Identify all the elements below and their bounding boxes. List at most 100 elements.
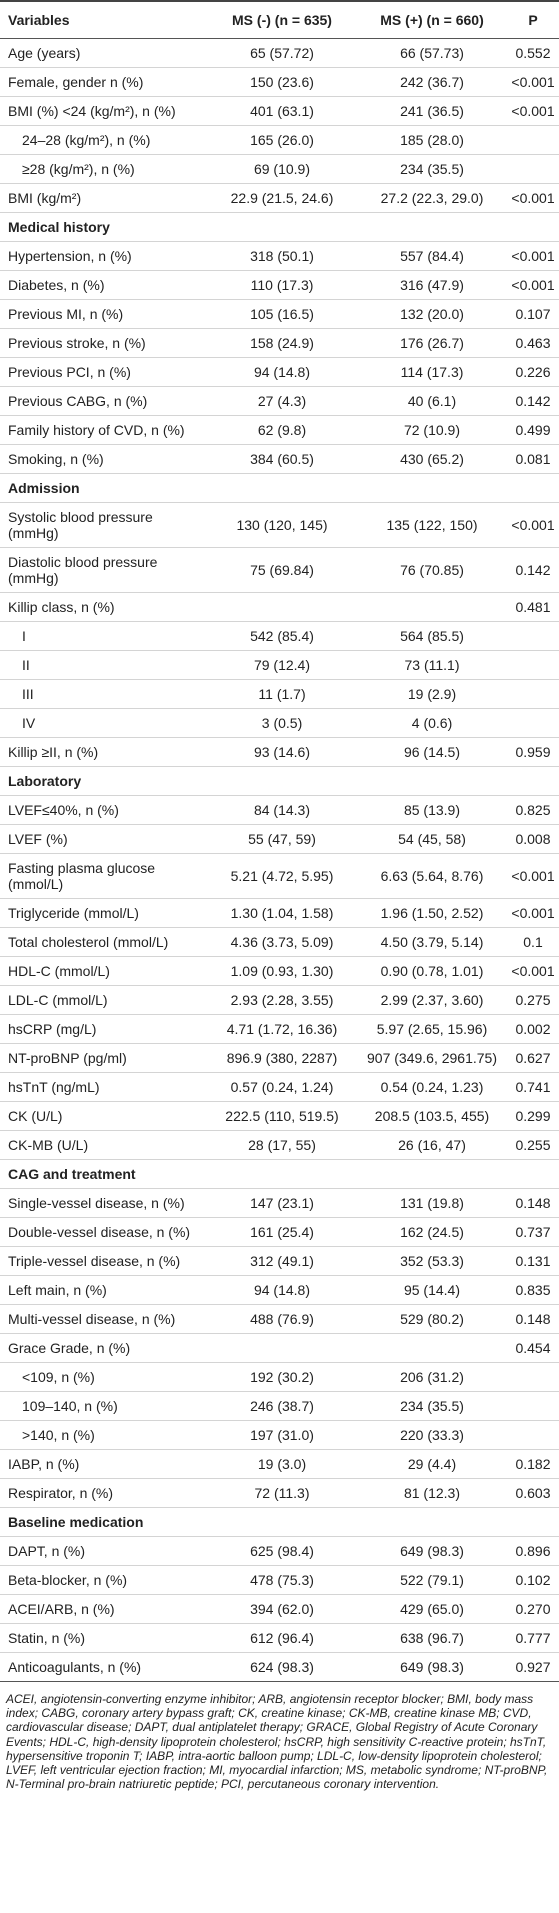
cell: 625 (98.4) — [207, 1536, 357, 1566]
row-label: Previous MI, n (%) — [0, 299, 207, 329]
cell: 0.275 — [507, 985, 559, 1015]
row-label: IABP, n (%) — [0, 1449, 207, 1479]
table-row: Killip ≥II, n (%) 93 (14.6) 96 (14.5) 0.959 — [0, 737, 559, 767]
cell: 147 (23.1) — [207, 1188, 357, 1218]
cell — [507, 621, 559, 651]
cell: 0.454 — [507, 1333, 559, 1363]
row-label: NT-proBNP (pg/ml) — [0, 1043, 207, 1073]
row-label: Age (years) — [0, 38, 207, 68]
column-header: MS (-) (n = 635) — [207, 0, 357, 39]
cell: 94 (14.8) — [207, 1275, 357, 1305]
cell: 242 (36.7) — [357, 67, 507, 97]
cell: 0.927 — [507, 1652, 559, 1682]
cell: 27.2 (22.3, 29.0) — [357, 183, 507, 213]
cell: 612 (96.4) — [207, 1623, 357, 1653]
cell: 0.741 — [507, 1072, 559, 1102]
header-row: Variables MS (-) (n = 635) MS (+) (n = 660… — [0, 0, 559, 39]
cell: <0.001 — [507, 241, 559, 271]
row-label: LDL-C (mmol/L) — [0, 985, 207, 1015]
table-row: Female, gender n (%) 150 (23.6) 242 (36.7)… — [0, 67, 559, 97]
cell: 161 (25.4) — [207, 1217, 357, 1247]
cell — [507, 1391, 559, 1421]
cell: 234 (35.5) — [357, 154, 507, 184]
cell: 132 (20.0) — [357, 299, 507, 329]
cell: 19 (3.0) — [207, 1449, 357, 1479]
cell: <0.001 — [507, 183, 559, 213]
cell: 28 (17, 55) — [207, 1130, 357, 1160]
row-label: Statin, n (%) — [0, 1623, 207, 1653]
cell: 4 (0.6) — [357, 708, 507, 738]
table-row: Smoking, n (%) 384 (60.5) 430 (65.2) 0.081 — [0, 444, 559, 474]
row-label: 109–140, n (%) — [0, 1391, 207, 1421]
row-label: HDL-C (mmol/L) — [0, 956, 207, 986]
cell: 73 (11.1) — [357, 650, 507, 680]
cell: 0.825 — [507, 795, 559, 825]
cell: 62 (9.8) — [207, 415, 357, 445]
cell: 401 (63.1) — [207, 96, 357, 126]
cell: 522 (79.1) — [357, 1565, 507, 1595]
cell: 72 (11.3) — [207, 1478, 357, 1508]
table-row: Left main, n (%) 94 (14.8) 95 (14.4) 0.835 — [0, 1275, 559, 1305]
table-row: Hypertension, n (%) 318 (50.1) 557 (84.4) <… — [0, 241, 559, 271]
row-label: Grace Grade, n (%) — [0, 1333, 207, 1363]
row-label: CK (U/L) — [0, 1101, 207, 1131]
cell: 114 (17.3) — [357, 357, 507, 387]
row-label: >140, n (%) — [0, 1420, 207, 1450]
table-row: Total cholesterol (mmol/L) 4.36 (3.73, 5.… — [0, 927, 559, 957]
table-row: Killip class, n (%) 0.481 — [0, 592, 559, 622]
cell: 0.148 — [507, 1188, 559, 1218]
cell: 94 (14.8) — [207, 357, 357, 387]
row-label: DAPT, n (%) — [0, 1536, 207, 1566]
cell: 0.142 — [507, 386, 559, 416]
cell: <0.001 — [507, 270, 559, 300]
cell: 2.93 (2.28, 3.55) — [207, 985, 357, 1015]
table-row: hsCRP (mg/L) 4.71 (1.72, 16.36) 5.97 (2.65… — [0, 1014, 559, 1044]
cell: <0.001 — [507, 898, 559, 928]
row-label: Female, gender n (%) — [0, 67, 207, 97]
cell: 384 (60.5) — [207, 444, 357, 474]
cell: 0.299 — [507, 1101, 559, 1131]
row-label: Fasting plasma glucose (mmol/L) — [0, 853, 207, 899]
cell: 40 (6.1) — [357, 386, 507, 416]
footnote: ACEI, angiotensin-converting enzyme inhi… — [6, 1692, 548, 1792]
cell — [507, 1362, 559, 1392]
cell: 557 (84.4) — [357, 241, 507, 271]
table-row: Family history of CVD, n (%) 62 (9.8) 72 (… — [0, 415, 559, 445]
cell: 316 (47.9) — [357, 270, 507, 300]
cell: 488 (76.9) — [207, 1304, 357, 1334]
cell: 907 (349.6, 2961.75) — [357, 1043, 507, 1073]
cell: 352 (53.3) — [357, 1246, 507, 1276]
cell: 81 (12.3) — [357, 1478, 507, 1508]
table-row: Triple-vessel disease, n (%) 312 (49.1) 35… — [0, 1246, 559, 1276]
cell: 105 (16.5) — [207, 299, 357, 329]
row-label: hsCRP (mg/L) — [0, 1014, 207, 1044]
table-row: Diastolic blood pressure (mmHg) 75 (69.84… — [0, 547, 559, 593]
table-row: CK-MB (U/L) 28 (17, 55) 26 (16, 47) 0.255 — [0, 1130, 559, 1160]
cell: 0.1 — [507, 927, 559, 957]
cell — [507, 1420, 559, 1450]
cell: 222.5 (110, 519.5) — [207, 1101, 357, 1131]
table-row: ACEI/ARB, n (%) 394 (62.0) 429 (65.0) 0.270 — [0, 1594, 559, 1624]
section-row: Admission — [0, 473, 559, 503]
row-label: Double-vessel disease, n (%) — [0, 1217, 207, 1247]
row-label: Family history of CVD, n (%) — [0, 415, 207, 445]
cell: 75 (69.84) — [207, 547, 357, 593]
cell: 0.627 — [507, 1043, 559, 1073]
cell: 649 (98.3) — [357, 1652, 507, 1682]
cell: 0.002 — [507, 1014, 559, 1044]
cell: 246 (38.7) — [207, 1391, 357, 1421]
table-row: ≥28 (kg/m²), n (%) 69 (10.9) 234 (35.5) — [0, 154, 559, 184]
cell: 0.226 — [507, 357, 559, 387]
cell: 0.481 — [507, 592, 559, 622]
cell: 564 (85.5) — [357, 621, 507, 651]
cell: 76 (70.85) — [357, 547, 507, 593]
cell: 0.737 — [507, 1217, 559, 1247]
cell: <0.001 — [507, 96, 559, 126]
cell: 1.09 (0.93, 1.30) — [207, 956, 357, 986]
row-label: II — [0, 650, 207, 680]
cell: 542 (85.4) — [207, 621, 357, 651]
cell: 54 (45, 58) — [357, 824, 507, 854]
cell: 0.777 — [507, 1623, 559, 1653]
cell: 430 (65.2) — [357, 444, 507, 474]
table-row: IV 3 (0.5) 4 (0.6) — [0, 708, 559, 738]
